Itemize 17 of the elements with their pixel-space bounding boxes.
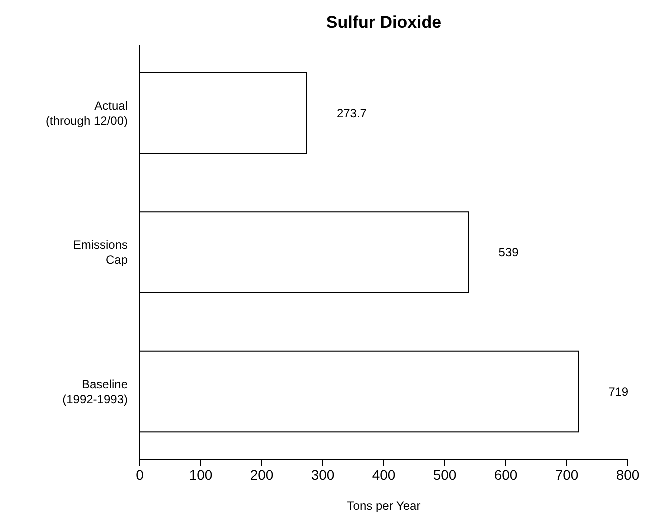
x-tick-label: 100 — [189, 467, 213, 483]
y-tick-label: Emissions Cap — [73, 238, 128, 268]
y-tick-label: Baseline (1992-1993) — [62, 377, 128, 406]
x-tick-label: 200 — [250, 467, 274, 483]
data-label: 273.7 — [336, 106, 368, 120]
x-axis-title: Tons per Year — [347, 499, 421, 513]
y-tick-label: Actual (through 12/00) — [46, 98, 128, 128]
x-tick-label: 400 — [372, 467, 396, 483]
data-label: 719 — [608, 384, 629, 399]
x-tick-label: 800 — [616, 467, 640, 483]
x-tick-label: 0 — [136, 467, 144, 483]
x-tick-label: 500 — [433, 467, 457, 483]
x-tick-label: 700 — [555, 467, 579, 483]
x-tick-label: 300 — [311, 467, 335, 483]
chart-title: Sulfur Dioxide — [326, 13, 442, 32]
data-label: 539 — [498, 246, 520, 260]
x-tick-label: 600 — [494, 467, 518, 483]
